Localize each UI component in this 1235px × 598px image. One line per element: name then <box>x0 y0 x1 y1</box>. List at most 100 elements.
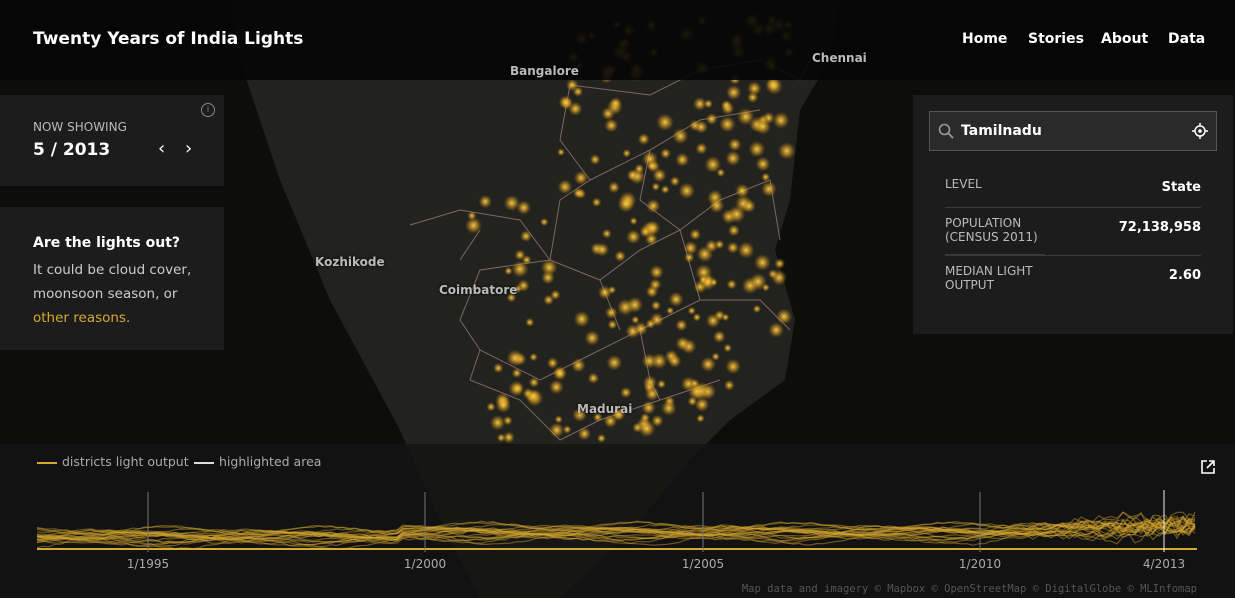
light-dot <box>596 433 607 443</box>
district-line <box>36 511 1196 536</box>
light-dot <box>511 260 529 278</box>
detail-row: LEVEL State <box>945 177 1201 208</box>
light-dot <box>502 431 515 444</box>
light-dot <box>727 205 746 224</box>
now-showing-label: NOW SHOWING <box>33 120 127 134</box>
place-label: Bangalore <box>510 64 579 78</box>
light-dot <box>527 389 540 403</box>
detail-label: POPULATION (CENSUS 2011) <box>945 216 1045 255</box>
light-dot <box>667 354 682 368</box>
prev-button[interactable]: ‹ <box>158 138 166 159</box>
light-dot <box>597 285 613 300</box>
light-dot <box>656 113 674 132</box>
light-dot <box>649 264 664 280</box>
light-dot <box>705 313 721 329</box>
light-dot <box>572 187 584 199</box>
info-button[interactable]: i <box>201 103 215 117</box>
light-dot <box>493 362 504 374</box>
light-dot <box>637 133 650 146</box>
light-dot <box>754 118 772 135</box>
tick-label: 4/2013 <box>1142 557 1186 571</box>
light-dot <box>650 300 662 311</box>
district-line <box>36 521 1196 548</box>
info-link[interactable]: other reasons. <box>33 310 131 326</box>
search-query: Tamilnadu <box>961 123 1042 139</box>
attribution: Map data and imagery © Mapbox © OpenStre… <box>741 583 1197 595</box>
light-dot <box>591 197 602 208</box>
light-dot <box>687 306 696 315</box>
district-line <box>36 513 1196 537</box>
light-dot <box>734 183 750 199</box>
nav-link[interactable]: Home <box>962 31 1008 47</box>
light-dot <box>725 84 742 101</box>
light-dot <box>506 292 517 303</box>
light-dot <box>709 278 718 287</box>
expand-button[interactable] <box>1200 459 1216 475</box>
district-line <box>36 513 1196 544</box>
light-dot <box>666 306 675 315</box>
light-dot <box>626 296 644 314</box>
light-dot <box>611 407 626 422</box>
light-dot <box>687 396 698 407</box>
light-dot <box>549 422 565 438</box>
light-dot <box>601 228 612 239</box>
light-dot <box>725 150 741 167</box>
light-dot <box>641 400 656 415</box>
district-line <box>36 519 1196 544</box>
locate-button[interactable] <box>1192 123 1208 139</box>
light-dot <box>622 148 632 158</box>
district-line <box>36 522 1196 545</box>
light-dot <box>689 378 700 389</box>
light-dot <box>504 266 513 276</box>
place-label: Chennai <box>812 51 867 65</box>
light-dot <box>506 349 524 367</box>
nav-link[interactable]: Data <box>1168 31 1206 47</box>
light-dot <box>711 352 720 361</box>
light-dot <box>525 317 535 327</box>
light-dot <box>572 407 588 423</box>
light-dot <box>692 313 702 322</box>
light-dot <box>549 379 564 395</box>
light-dot <box>577 426 592 441</box>
light-dot <box>607 319 618 330</box>
light-dot <box>668 291 684 307</box>
light-dot <box>771 269 787 286</box>
light-dot <box>716 168 726 178</box>
district-line <box>36 518 1196 540</box>
light-dot <box>520 230 532 243</box>
light-dot <box>753 254 771 271</box>
light-dot <box>496 433 506 443</box>
light-dot <box>562 425 572 434</box>
light-dot <box>486 402 496 412</box>
legend-label: districts light output <box>62 454 189 469</box>
light-dot <box>626 169 639 182</box>
light-dot <box>669 176 681 187</box>
detail-value: 72,138,958 <box>1118 220 1201 235</box>
light-dot <box>661 400 677 416</box>
light-dot <box>592 412 603 423</box>
light-dot <box>605 306 618 320</box>
light-dot <box>768 322 785 338</box>
light-dot <box>723 343 733 353</box>
light-dot <box>529 352 538 362</box>
next-button[interactable]: › <box>185 138 193 159</box>
light-dot <box>719 115 736 133</box>
light-dot <box>606 354 623 371</box>
light-dot <box>689 228 702 241</box>
district-line <box>36 518 1196 541</box>
light-dot <box>726 279 737 290</box>
light-dot <box>714 239 725 250</box>
light-dot <box>775 308 793 325</box>
tick-label: 1/2000 <box>403 557 447 571</box>
light-dot <box>747 91 759 104</box>
nav-link[interactable]: About <box>1101 31 1149 47</box>
district-line <box>36 516 1196 538</box>
place-label: Kozhikode <box>315 255 385 269</box>
district-line <box>36 518 1196 540</box>
light-dot <box>550 289 561 301</box>
site-title[interactable]: Twenty Years of India Lights <box>33 29 304 49</box>
light-dot <box>742 199 756 213</box>
nav-link[interactable]: Stories <box>1028 31 1084 47</box>
search-box[interactable]: Tamilnadu <box>929 111 1217 151</box>
light-dot <box>649 312 665 327</box>
